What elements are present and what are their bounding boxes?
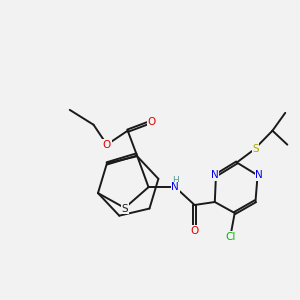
Text: O: O — [103, 140, 111, 150]
Text: S: S — [252, 143, 259, 154]
Text: N: N — [171, 182, 179, 192]
Text: N: N — [211, 170, 218, 180]
Text: O: O — [147, 117, 156, 127]
Text: Cl: Cl — [226, 232, 236, 242]
Text: O: O — [190, 226, 199, 236]
Text: N: N — [255, 170, 263, 180]
Text: S: S — [122, 204, 128, 214]
Text: H: H — [172, 176, 178, 185]
